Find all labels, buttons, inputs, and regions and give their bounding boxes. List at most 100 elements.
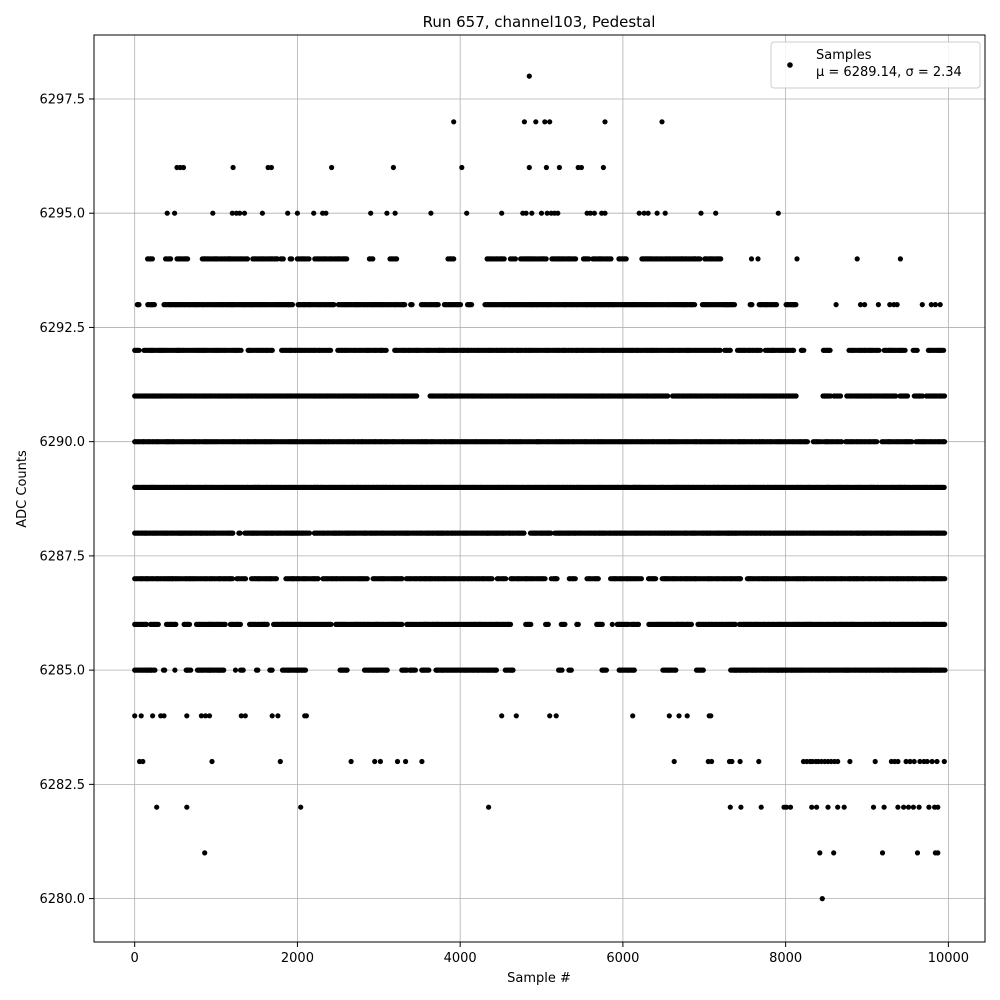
data-point bbox=[507, 621, 514, 628]
data-point bbox=[237, 621, 243, 628]
data-point bbox=[793, 302, 799, 308]
data-point bbox=[489, 576, 495, 582]
data-point bbox=[289, 302, 296, 308]
data-point bbox=[521, 530, 527, 536]
data-point bbox=[264, 621, 270, 628]
data-point bbox=[839, 439, 845, 445]
points-layer bbox=[132, 73, 948, 902]
data-point bbox=[793, 393, 799, 399]
data-point bbox=[737, 576, 744, 582]
data-point bbox=[586, 256, 592, 262]
data-point bbox=[383, 347, 389, 353]
data-point bbox=[942, 576, 948, 582]
data-point bbox=[623, 256, 629, 262]
data-point bbox=[244, 256, 251, 262]
data-point bbox=[512, 256, 519, 262]
data-point bbox=[573, 256, 579, 262]
data-point bbox=[186, 621, 193, 628]
data-point bbox=[364, 576, 370, 582]
data-point bbox=[136, 347, 142, 353]
data-point bbox=[155, 621, 161, 628]
data-point bbox=[941, 393, 948, 399]
data-point bbox=[902, 347, 908, 353]
data-point bbox=[414, 393, 420, 399]
data-point bbox=[237, 530, 243, 536]
data-point bbox=[941, 347, 947, 353]
data-point bbox=[238, 347, 244, 353]
data-point bbox=[942, 439, 948, 445]
data-point bbox=[151, 302, 157, 308]
data-point bbox=[149, 256, 155, 262]
data-point bbox=[306, 530, 313, 536]
data-point bbox=[501, 256, 507, 262]
data-point bbox=[399, 576, 405, 582]
data-point bbox=[328, 347, 334, 353]
data-point bbox=[344, 256, 350, 262]
data-point bbox=[595, 576, 601, 582]
data-point bbox=[893, 393, 899, 399]
data-point bbox=[919, 393, 926, 399]
data-point bbox=[315, 576, 321, 582]
data-point bbox=[749, 302, 755, 308]
data-point bbox=[572, 576, 578, 582]
data-point bbox=[562, 621, 568, 628]
data-point bbox=[269, 347, 275, 353]
data-point bbox=[599, 621, 605, 628]
data-point bbox=[731, 302, 738, 308]
data-point bbox=[451, 256, 457, 262]
data-point bbox=[942, 530, 948, 536]
data-point bbox=[528, 621, 534, 628]
data-point bbox=[757, 347, 764, 353]
data-point bbox=[804, 439, 811, 445]
data-point bbox=[168, 256, 174, 262]
data-point bbox=[173, 621, 179, 628]
data-point bbox=[542, 576, 548, 582]
data-point bbox=[718, 256, 724, 262]
data-point bbox=[904, 393, 911, 399]
data-point bbox=[409, 302, 415, 308]
data-point bbox=[773, 302, 780, 308]
data-point bbox=[837, 393, 844, 399]
data-point bbox=[874, 439, 880, 445]
data-point bbox=[273, 576, 279, 582]
data-point bbox=[185, 256, 191, 262]
data-point bbox=[791, 347, 797, 353]
data-point bbox=[503, 576, 509, 582]
data-point bbox=[469, 302, 475, 308]
data-point bbox=[909, 439, 915, 445]
data-point bbox=[230, 530, 236, 536]
data-point bbox=[717, 347, 723, 353]
data-point bbox=[229, 576, 236, 582]
data-point bbox=[222, 621, 228, 628]
data-point bbox=[941, 484, 947, 490]
data-point bbox=[280, 256, 286, 262]
data-point bbox=[289, 256, 295, 262]
data-point bbox=[242, 576, 249, 582]
data-point bbox=[545, 621, 551, 628]
data-point bbox=[402, 302, 408, 308]
data-point bbox=[692, 302, 698, 308]
data-point bbox=[914, 347, 920, 353]
data-point bbox=[635, 621, 642, 628]
data-point bbox=[548, 530, 554, 536]
data-point bbox=[370, 256, 376, 262]
data-point bbox=[399, 621, 405, 628]
data-point bbox=[328, 621, 334, 628]
data-point bbox=[554, 576, 560, 582]
data-point bbox=[394, 256, 400, 262]
data-point bbox=[575, 621, 581, 628]
data-point bbox=[727, 347, 733, 353]
data-point bbox=[876, 347, 882, 353]
data-point bbox=[435, 302, 441, 308]
data-point bbox=[638, 576, 645, 582]
data-point bbox=[306, 256, 312, 262]
data-point bbox=[331, 302, 337, 308]
data-point bbox=[688, 621, 695, 628]
data-point bbox=[653, 576, 659, 582]
data-point bbox=[665, 393, 671, 399]
data-point bbox=[543, 256, 549, 262]
data-point bbox=[697, 256, 703, 262]
data-point bbox=[457, 302, 464, 308]
data-point bbox=[608, 256, 614, 262]
